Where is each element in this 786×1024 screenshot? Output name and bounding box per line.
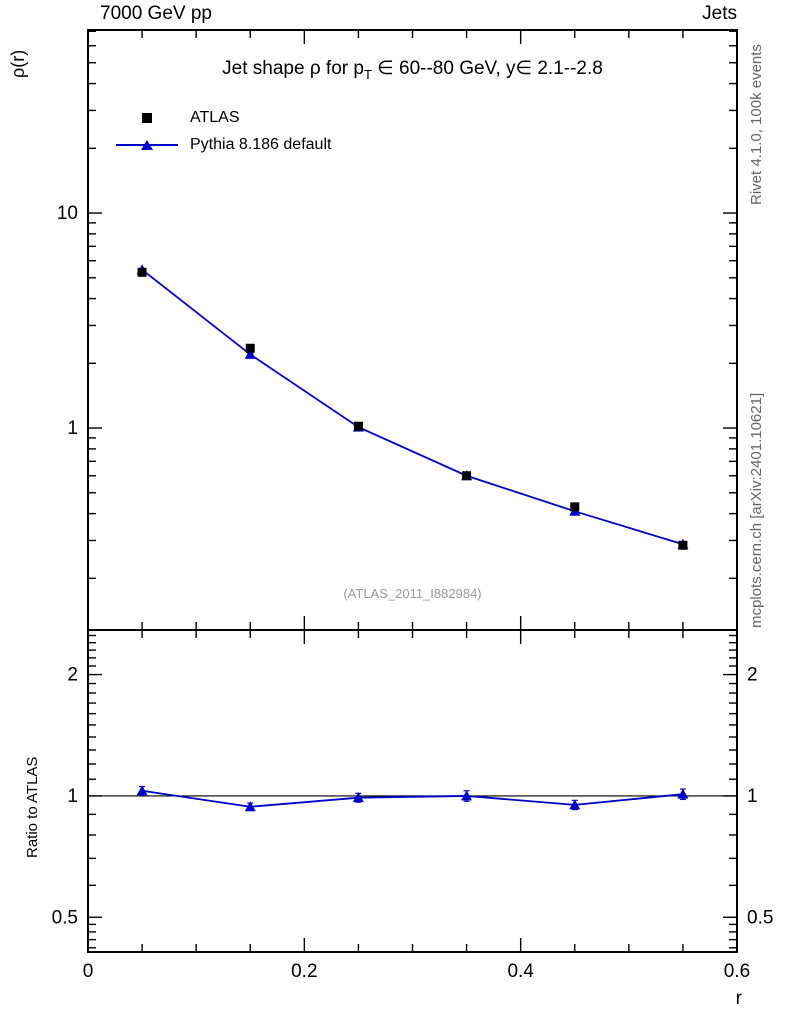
svg-text:0.6: 0.6 bbox=[724, 961, 750, 982]
legend-marker-cell bbox=[112, 104, 182, 131]
panel-frames bbox=[87, 29, 738, 953]
analysis-group-label: Jets bbox=[702, 3, 737, 24]
mcplots-credit-label: mcplots.cern.ch [arXiv:2401.10621] bbox=[748, 392, 765, 628]
ratio-series bbox=[136, 785, 689, 812]
svg-text:1: 1 bbox=[67, 418, 78, 439]
svg-text:0.2: 0.2 bbox=[291, 961, 317, 982]
triangle-marker-icon bbox=[141, 139, 153, 150]
square-marker-icon bbox=[142, 112, 152, 123]
y-axis-label: ρ(r) bbox=[8, 49, 28, 78]
svg-text:0.4: 0.4 bbox=[507, 961, 534, 982]
ratio-y-axis-label: Ratio to ATLAS bbox=[24, 756, 41, 858]
svg-text:1: 1 bbox=[747, 786, 758, 807]
rivet-version-label: Rivet 4.1.0, 100k events bbox=[748, 44, 765, 205]
svg-text:2: 2 bbox=[67, 665, 78, 686]
pythia-series-main bbox=[136, 264, 689, 549]
svg-text:0: 0 bbox=[83, 961, 94, 982]
title-prefix: Jet shape ρ for p bbox=[222, 58, 364, 79]
svg-text:1: 1 bbox=[67, 786, 78, 807]
title-suffix: ∈ 60--80 GeV, y∈ 2.1--2.8 bbox=[371, 58, 603, 79]
legend-label-pythia: Pythia 8.186 default bbox=[190, 135, 332, 153]
atlas-series-main bbox=[137, 267, 688, 550]
axis-ticks bbox=[87, 30, 738, 952]
svg-text:0.5: 0.5 bbox=[747, 907, 773, 928]
svg-text:2: 2 bbox=[747, 665, 758, 686]
tick-labels: 10 1 2 2 1 1 0.5 0.5 0 0.2 0.4 0.6 bbox=[52, 203, 774, 982]
svg-text:10: 10 bbox=[57, 203, 78, 224]
analysis-id-watermark: (ATLAS_2011_I882984) bbox=[343, 586, 482, 601]
plot-title: Jet shape ρ for pT ∈ 60--80 GeV, y∈ 2.1-… bbox=[88, 57, 737, 82]
legend-label-atlas: ATLAS bbox=[190, 108, 240, 126]
x-axis-label: r bbox=[735, 988, 742, 1009]
legend-item-pythia: Pythia 8.186 default bbox=[112, 131, 331, 158]
legend-item-atlas: ATLAS bbox=[112, 104, 331, 131]
title-subscript: T bbox=[363, 67, 372, 82]
svg-text:0.5: 0.5 bbox=[52, 907, 78, 928]
beam-energy-label: 7000 GeV pp bbox=[100, 3, 212, 24]
legend: ATLAS Pythia 8.186 default bbox=[112, 104, 331, 158]
legend-marker-cell bbox=[112, 131, 182, 158]
